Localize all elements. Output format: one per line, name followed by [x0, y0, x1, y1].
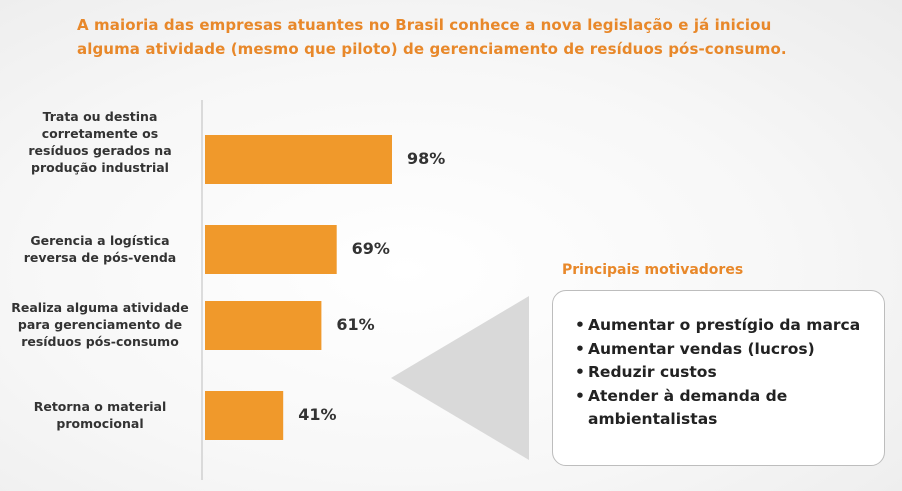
bar-value-label: 69% — [351, 238, 390, 258]
bar-value-label: 61% — [336, 314, 375, 334]
category-label: Realiza alguma atividade para gerenciame… — [11, 300, 189, 349]
category-label: Retorna o material promocional — [33, 399, 167, 431]
bar-3 — [205, 301, 322, 350]
chart-headline: A maioria das empresas atuantes no Brasi… — [77, 16, 787, 58]
callout-pointer — [391, 296, 529, 460]
motivators-panel: • Aumentar o prestígio da marca • Aumentar… — [552, 290, 885, 466]
motivator-item: • Aumentar vendas (lucros) — [575, 338, 876, 362]
bar-1 — [205, 135, 392, 184]
motivator-text: Aumentar o prestígio da marca — [588, 316, 861, 334]
bullet-icon: • — [575, 363, 585, 381]
category-label: Trata ou destina corretamente os resíduo… — [28, 109, 172, 175]
bar-2 — [205, 225, 337, 274]
motivators-list: • Aumentar o prestígio da marca • Aumentar… — [553, 291, 884, 432]
motivator-text: Aumentar vendas (lucros) — [588, 339, 815, 358]
motivator-item: • Atender à demanda de ambientalistas — [575, 385, 876, 432]
motivator-item: • Reduzir custos — [575, 361, 876, 385]
bullet-icon: • — [575, 339, 585, 358]
motivator-text: Atender à demanda de ambientalistas — [588, 386, 788, 429]
category-label: Gerencia a logística reversa de pós-vend… — [23, 233, 177, 265]
motivator-item: • Aumentar o prestígio da marca — [575, 314, 876, 338]
bar-value-label: 41% — [298, 404, 337, 424]
bullet-icon: • — [575, 316, 585, 334]
bullet-icon: • — [575, 386, 585, 405]
bar-value-label: 98% — [407, 148, 446, 168]
bar-4 — [205, 391, 284, 440]
motivator-text: Reduzir custos — [588, 363, 717, 381]
motivators-title: Principais motivadores — [562, 262, 744, 278]
